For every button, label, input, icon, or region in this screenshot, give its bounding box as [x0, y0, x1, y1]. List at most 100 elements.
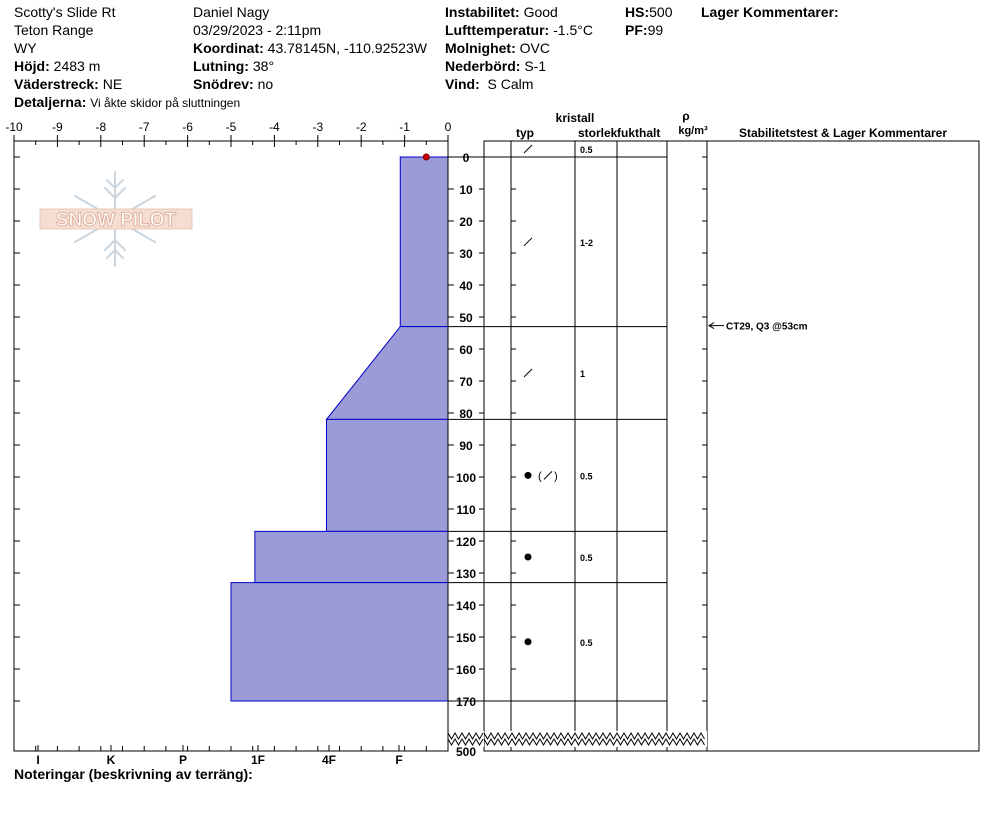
wind-label: Vind:	[445, 76, 480, 92]
hardness-tick-label: -1	[399, 120, 410, 134]
elevation-row: Höjd: 2483 m	[14, 58, 100, 75]
hardness-tick-label: 0	[445, 120, 452, 134]
wind-value: S Calm	[487, 76, 534, 92]
hand-hardness-label: P	[179, 753, 187, 767]
details-label: Detaljerna:	[14, 94, 87, 110]
depth-tick-label: 0	[463, 151, 470, 165]
coordinate-label: Koordinat:	[193, 40, 264, 56]
hardness-tick-label: -9	[52, 120, 63, 134]
decomposing-crystal-icon	[523, 144, 533, 154]
precip-row: Nederbörd: S-1	[445, 58, 546, 75]
hardness-layer	[230, 582, 449, 702]
depth-tick-label: 160	[456, 663, 476, 677]
depth-tick-label: 20	[459, 215, 473, 229]
crystal-size-value: 1-2	[580, 238, 593, 248]
crystal-size-value: 0.5	[580, 145, 593, 155]
density-unit: kg/m³	[678, 125, 708, 137]
precip-value: S-1	[524, 58, 547, 74]
hand-hardness-label: I	[36, 753, 39, 767]
stability-tests: CT29, Q3 @53cm	[708, 322, 808, 333]
table-frame	[483, 140, 980, 752]
wind-loading-label: Snödrev:	[193, 76, 254, 92]
depth-tick-label: 50	[459, 311, 473, 325]
rounded-crystal-icon	[524, 471, 532, 479]
depth-break-marker	[447, 731, 707, 747]
hardness-tick-label: -4	[269, 120, 280, 134]
snowflake-logo-icon	[39, 171, 193, 267]
air-temp-label: Lufttemperatur:	[445, 22, 550, 38]
paren-open-icon: (	[538, 470, 542, 482]
zigzag-line	[447, 732, 484, 740]
hand-hardness-label: K	[107, 753, 116, 767]
depth-tick-label: 170	[456, 695, 476, 709]
paren-close-icon: )	[554, 470, 558, 482]
crystal-size-header: storlek	[578, 126, 618, 140]
sky-label: Molnighet:	[445, 40, 516, 56]
hardness-layer	[399, 156, 449, 328]
state-name: WY	[14, 40, 37, 56]
hardness-tick-label: -6	[182, 120, 193, 134]
hand-hardness-label: F	[395, 753, 402, 767]
stability-comments-header: Stabilitetstest & Lager Kommentarer	[739, 126, 947, 140]
hs-row: HS:500	[625, 4, 672, 21]
wind-row: Vind: S Calm	[445, 76, 533, 93]
range-name: Teton Range	[14, 22, 94, 38]
zigzag-line	[447, 738, 484, 746]
aspect-label: Väderstreck:	[14, 76, 99, 92]
pf-row: PF:99	[625, 22, 663, 39]
elevation-value: 2483 m	[53, 58, 101, 74]
hardness-tick-label: -2	[356, 120, 367, 134]
depth-tick-label: 80	[459, 407, 473, 421]
depth-tick-label: 70	[459, 375, 473, 389]
layer-comments-header: Lager Kommentarer:	[701, 4, 839, 20]
details-value: Vi åkte skidor på sluttningen	[90, 96, 241, 110]
density-symbol: ρ	[682, 109, 689, 123]
precip-label: Nederbörd:	[445, 58, 521, 74]
coordinate-row: Koordinat: 43.78145N, -110.92523W	[193, 40, 427, 57]
hardness-layer	[325, 326, 449, 420]
stability-row: Instabilitet: Good	[445, 4, 558, 21]
hardness-tick-label: -8	[95, 120, 106, 134]
stability-test-label: CT29, Q3 @53cm	[726, 322, 808, 333]
air-temp-value: -1.5°C	[553, 22, 593, 38]
hardness-profile	[230, 153, 449, 702]
stability-label: Instabilitet:	[445, 4, 520, 20]
pf-value: 99	[647, 22, 664, 38]
coordinate-value: 43.78145N, -110.92523W	[267, 40, 427, 56]
sky-value: OVC	[519, 40, 550, 56]
decomposing-crystal-icon	[523, 237, 533, 247]
depth-axis: 0 10 20 30 40 50 60 70 80 90 100 110 120 130 140 150 160…	[14, 141, 707, 759]
crystal-type-header: typ	[516, 126, 534, 140]
depth-tick-label: 40	[459, 279, 473, 293]
layer-table-content: 0.5 1-2 1 () 0.5 0.5 0.5	[448, 144, 667, 702]
depth-tick-label: 10	[459, 183, 473, 197]
test-arrowhead-icon	[708, 322, 715, 330]
depth-tick-label: 150	[456, 631, 476, 645]
hardness-layer	[254, 530, 449, 584]
hardness-tick-label: -3	[312, 120, 323, 134]
hs-label: HS:	[625, 4, 650, 20]
crystal-size-value: 0.5	[580, 553, 593, 563]
logo-text: SNOW PILOT	[56, 210, 177, 231]
hardness-axis-bottom: I K P 1F 4F F	[13, 745, 449, 767]
depth-tick-label: 130	[456, 567, 476, 581]
hardness-tick-label: -10	[5, 120, 23, 134]
air-temp-row: Lufttemperatur: -1.5°C	[445, 22, 593, 39]
depth-tick-label: 100	[456, 471, 476, 485]
stability-value: Good	[523, 4, 558, 20]
sky-row: Molnighet: OVC	[445, 40, 550, 57]
hand-hardness-label: 4F	[322, 753, 336, 767]
observer-name: Daniel Nagy	[193, 4, 270, 20]
hardness-axis-top: -10 -9 -8 -7 -6 -5 -4 -3 -2 -1 0	[5, 120, 452, 147]
slope-value: 38°	[252, 58, 275, 74]
depth-tick-label: 60	[459, 343, 473, 357]
rounded-crystal-icon	[524, 638, 532, 646]
wind-loading-value: no	[257, 76, 274, 92]
depth-bottom-label: 500	[456, 745, 476, 759]
hardness-layer	[325, 418, 449, 532]
observation-datetime: 03/29/2023 - 2:11pm	[193, 22, 322, 38]
zigzag-line	[483, 738, 705, 746]
crystal-size-value: 1	[580, 369, 585, 379]
location-name: Scotty's Slide Rt	[14, 4, 116, 20]
hs-value: 500	[649, 4, 673, 20]
